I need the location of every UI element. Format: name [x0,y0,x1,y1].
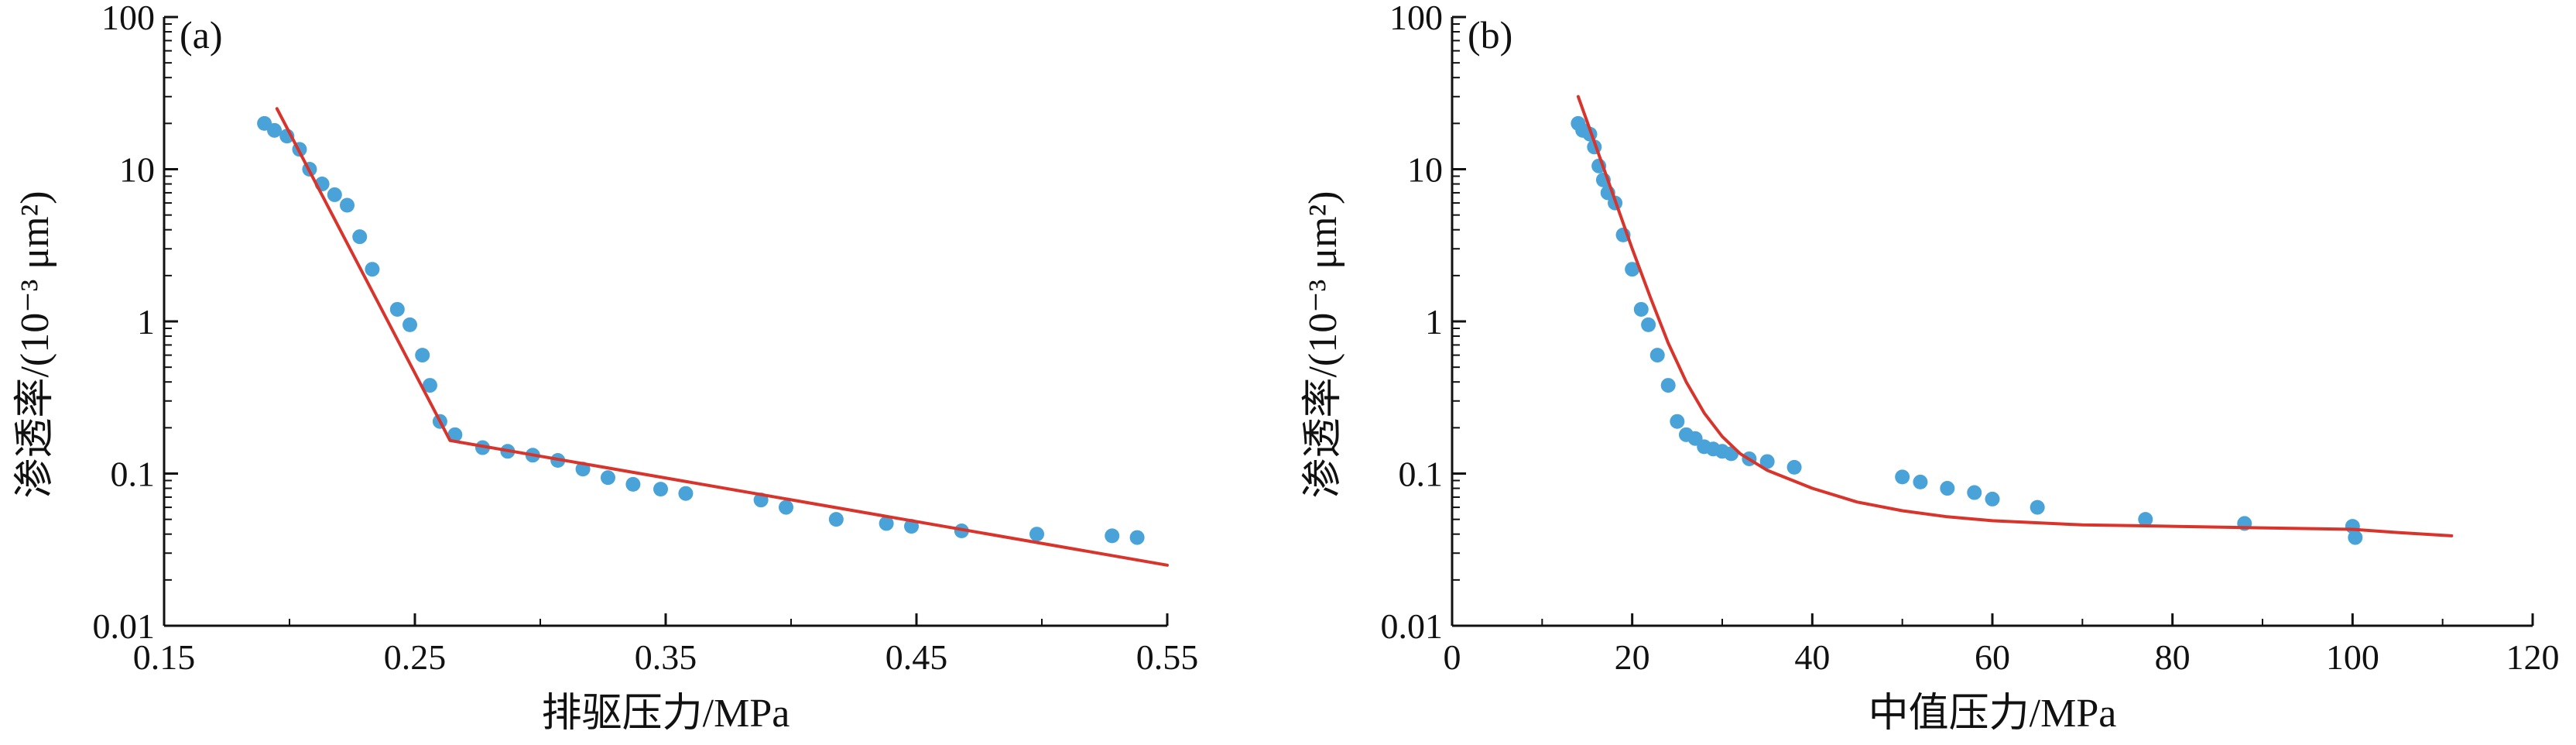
data-point [1759,454,1775,469]
x-tick-label: 60 [1975,637,2010,677]
y-tick-label: 0.1 [1399,455,1444,494]
data-point [1105,528,1120,544]
y-tick-label: 0.01 [1381,606,1444,646]
x-tick-label: 0.15 [133,637,196,677]
data-point [2348,530,2363,545]
y-tick-label: 1 [1425,302,1443,342]
y-axis-title: 渗透率/(10⁻³ μm²) [13,191,57,498]
data-point [352,229,368,245]
data-points [257,115,1145,545]
x-tick-label: 0.45 [886,637,948,677]
y-axis-title: 渗透率/(10⁻³ μm²) [1301,191,1345,498]
data-point [1786,459,1802,475]
data-point [1660,378,1676,393]
panel-b: 0 20 40 60 80 100 120 0.01 0.1 1 10 100 (b) 中值压力/MPa 渗… [1301,0,2560,736]
data-point [340,197,355,213]
fit-line [275,107,1169,567]
data-point [1129,530,1145,545]
y-tick-label: 10 [119,150,155,190]
data-point [365,262,380,277]
x-tick-label: 0.55 [1136,637,1199,677]
data-point [2138,512,2153,527]
data-point [1641,317,1656,332]
data-point [653,482,669,497]
fit-curve [1576,94,2454,537]
data-point [1029,527,1045,542]
data-point [1625,262,1640,277]
data-point [447,427,463,442]
x-axis-title: 排驱压力/MPa [542,692,790,736]
data-point [402,317,418,332]
y-tick-label: 100 [1389,0,1443,37]
data-point [327,187,342,202]
data-point [1670,414,1685,429]
data-point [828,512,844,527]
y-tick-label: 1 [137,302,155,342]
x-tick-label: 0.25 [384,637,447,677]
x-axis-title: 中值压力/MPa [1869,692,2117,736]
data-point [1913,474,1928,489]
data-point [779,500,794,515]
data-point [1985,491,2000,506]
data-points [1571,115,2363,545]
panel-label: (b) [1468,13,1512,57]
y-tick-label: 100 [101,0,155,37]
data-point [678,486,694,501]
y-tick-label: 0.1 [111,455,156,494]
data-point [415,348,430,363]
data-point [1649,348,1665,363]
data-point [2030,500,2045,515]
y-tick-label: 10 [1407,150,1443,190]
data-point [1967,485,1982,500]
data-point [879,516,894,531]
x-tick-label: 0 [1444,637,1461,677]
data-point [267,122,283,138]
x-tick-label: 100 [2326,637,2379,677]
data-point [1940,481,1955,496]
data-point [422,378,437,393]
x-tick-label: 0.35 [635,637,697,677]
y-tick-label: 0.01 [93,606,156,646]
data-point [625,476,641,492]
x-tick-label: 40 [1794,637,1830,677]
x-tick-label: 120 [2506,637,2560,677]
data-point [600,470,615,486]
data-point [1895,469,1910,485]
x-tick-label: 20 [1615,637,1650,677]
data-point [389,301,405,317]
panel-label: (a) [180,13,223,57]
x-tick-label: 80 [2155,637,2191,677]
data-point [1633,301,1649,317]
panel-a: 0.15 0.25 0.35 0.45 0.55 0.01 0.1 1 10 100 (a) 排驱压力… [13,0,1198,736]
